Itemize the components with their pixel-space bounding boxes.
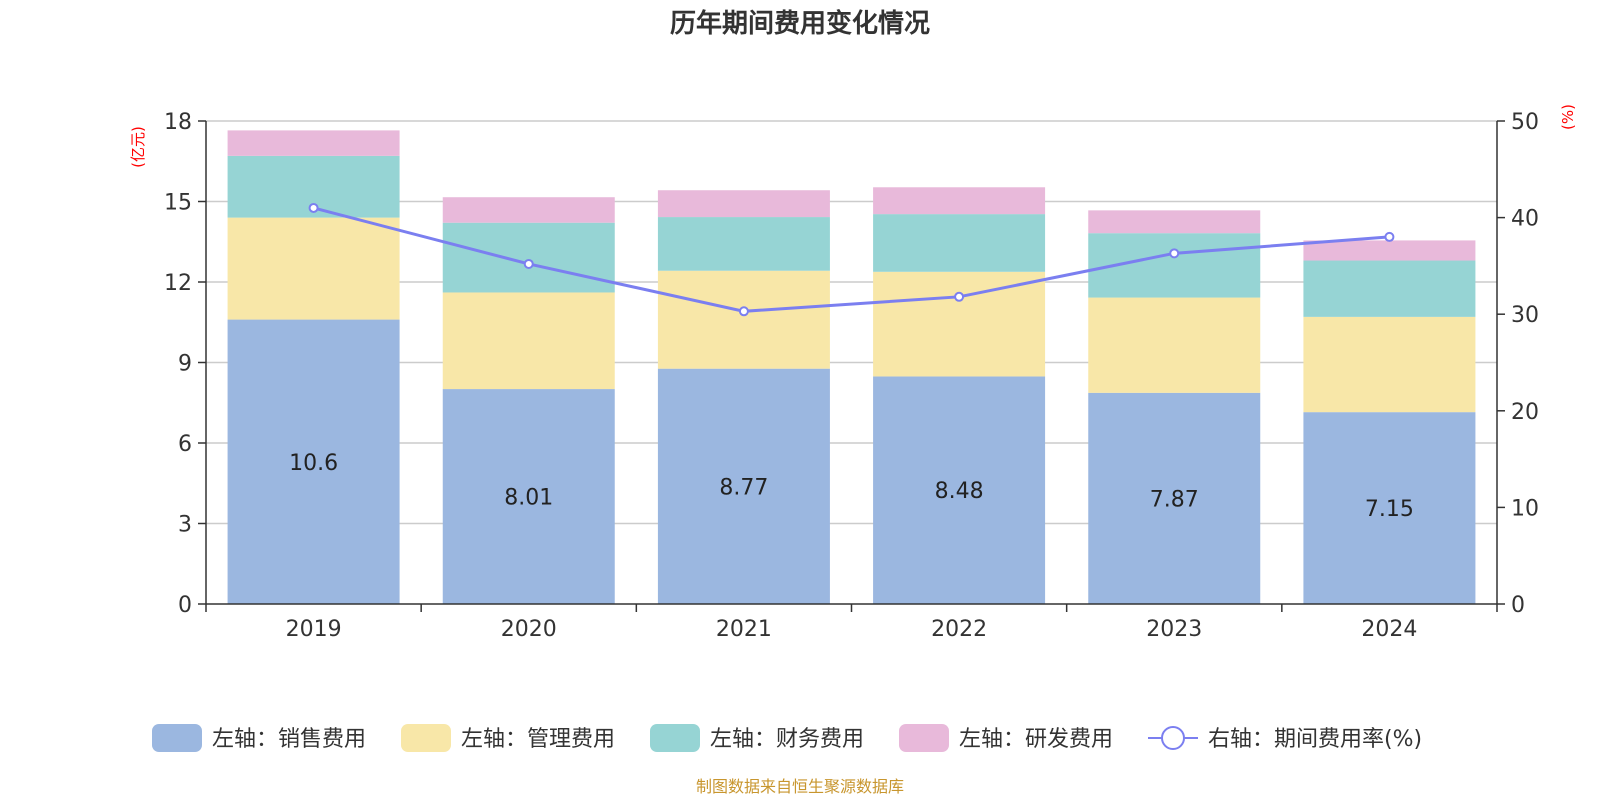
bar-segment xyxy=(657,217,830,271)
legend-item[interactable]: 右轴：期间费用率(%) xyxy=(1148,726,1422,752)
left-axis-tick-label: 12 xyxy=(164,271,192,296)
line-point xyxy=(1384,231,1395,242)
bar-segment xyxy=(227,217,400,320)
bar-segment xyxy=(442,222,615,293)
x-axis-tick-label: 2020 xyxy=(501,617,557,642)
line-point xyxy=(523,258,534,269)
left-axis-tick-label: 15 xyxy=(164,191,192,216)
bar-segment xyxy=(657,190,830,218)
x-axis-tick-label: 2019 xyxy=(286,617,342,642)
source-note: 制图数据来自恒生聚源数据库 xyxy=(696,777,904,796)
bar-value-label: 8.01 xyxy=(504,486,553,511)
bar-value-label: 8.48 xyxy=(935,479,984,504)
legend-swatch xyxy=(650,724,700,752)
right-axis-tick-label: 30 xyxy=(1511,303,1539,328)
legend-label: 左轴：管理费用 xyxy=(461,727,615,752)
x-axis-tick-label: 2022 xyxy=(931,617,987,642)
bar-segment xyxy=(1303,260,1476,317)
left-axis-tick-label: 0 xyxy=(178,593,192,618)
line-point xyxy=(738,306,749,317)
bar-segment xyxy=(1303,240,1476,261)
line-point xyxy=(954,291,965,302)
legend-swatch xyxy=(899,724,949,752)
legend-swatch xyxy=(152,724,202,752)
bar-segment xyxy=(227,319,400,604)
bar-value-label: 7.15 xyxy=(1365,497,1414,522)
bar-segment xyxy=(227,130,400,156)
bar-segment xyxy=(873,214,1046,272)
left-axis-unit-label: (亿元) xyxy=(129,126,147,168)
legend-item[interactable]: 左轴：财务费用 xyxy=(650,724,864,752)
legend-item[interactable]: 左轴：管理费用 xyxy=(401,724,615,752)
line-point xyxy=(308,202,319,213)
right-axis-tick-label: 40 xyxy=(1511,207,1539,232)
legend-item[interactable]: 左轴：研发费用 xyxy=(899,724,1113,752)
x-axis-tick-label: 2023 xyxy=(1146,617,1202,642)
bar-segment xyxy=(1088,392,1261,604)
legend-label: 左轴：研发费用 xyxy=(959,727,1113,752)
bar-segment xyxy=(442,292,615,390)
axes-layer: 0 3 6 9 12 15 18 0 10 20 30 40 50 2019 2020 2021 2022 202… xyxy=(164,110,1539,642)
bar-segment xyxy=(1303,316,1476,413)
right-axis-unit-label: (%) xyxy=(1559,104,1577,130)
right-axis-tick-label: 50 xyxy=(1511,110,1539,135)
bar-segment xyxy=(1088,297,1261,393)
bar-segment xyxy=(442,197,615,223)
legend-label: 左轴：销售费用 xyxy=(212,727,366,752)
legend: 左轴：销售费用 左轴：管理费用 左轴：财务费用 左轴：研发费用 右轴：期间费用率(%) xyxy=(152,724,1422,752)
bar-value-label: 10.6 xyxy=(289,451,338,476)
left-axis-tick-label: 3 xyxy=(178,513,192,538)
legend-swatch xyxy=(401,724,451,752)
legend-label: 左轴：财务费用 xyxy=(710,727,864,752)
legend-line-marker xyxy=(1161,726,1185,750)
line-layer xyxy=(308,202,1395,317)
left-axis-tick-label: 6 xyxy=(178,432,192,457)
right-axis-tick-label: 20 xyxy=(1511,400,1539,425)
line-series-path xyxy=(313,206,1390,313)
left-axis-tick-label: 9 xyxy=(178,352,192,377)
bars-layer: 10.6 8.01 8.77 8.48 7.87 7.15 xyxy=(227,130,1476,604)
bar-value-label: 7.87 xyxy=(1150,487,1199,512)
bar-segment xyxy=(657,368,830,604)
x-axis-tick-label: 2024 xyxy=(1361,617,1417,642)
x-axis-tick-label: 2021 xyxy=(716,617,772,642)
right-axis-tick-label: 10 xyxy=(1511,496,1539,521)
legend-label: 右轴：期间费用率(%) xyxy=(1208,727,1422,752)
grid-layer xyxy=(206,120,1497,525)
bar-segment xyxy=(873,187,1046,215)
bar-value-label: 8.77 xyxy=(719,475,768,500)
bar-segment xyxy=(873,376,1046,604)
bar-segment xyxy=(657,270,830,369)
line-point xyxy=(1169,248,1180,259)
legend-item[interactable]: 左轴：销售费用 xyxy=(152,724,366,752)
left-axis-tick-label: 18 xyxy=(164,110,192,135)
right-axis-tick-label: 0 xyxy=(1511,593,1525,618)
bar-segment xyxy=(1303,412,1476,604)
chart-title: 历年期间费用变化情况 xyxy=(670,8,930,39)
bar-segment xyxy=(442,389,615,604)
bar-segment xyxy=(873,271,1046,377)
bar-segment xyxy=(1088,210,1261,234)
